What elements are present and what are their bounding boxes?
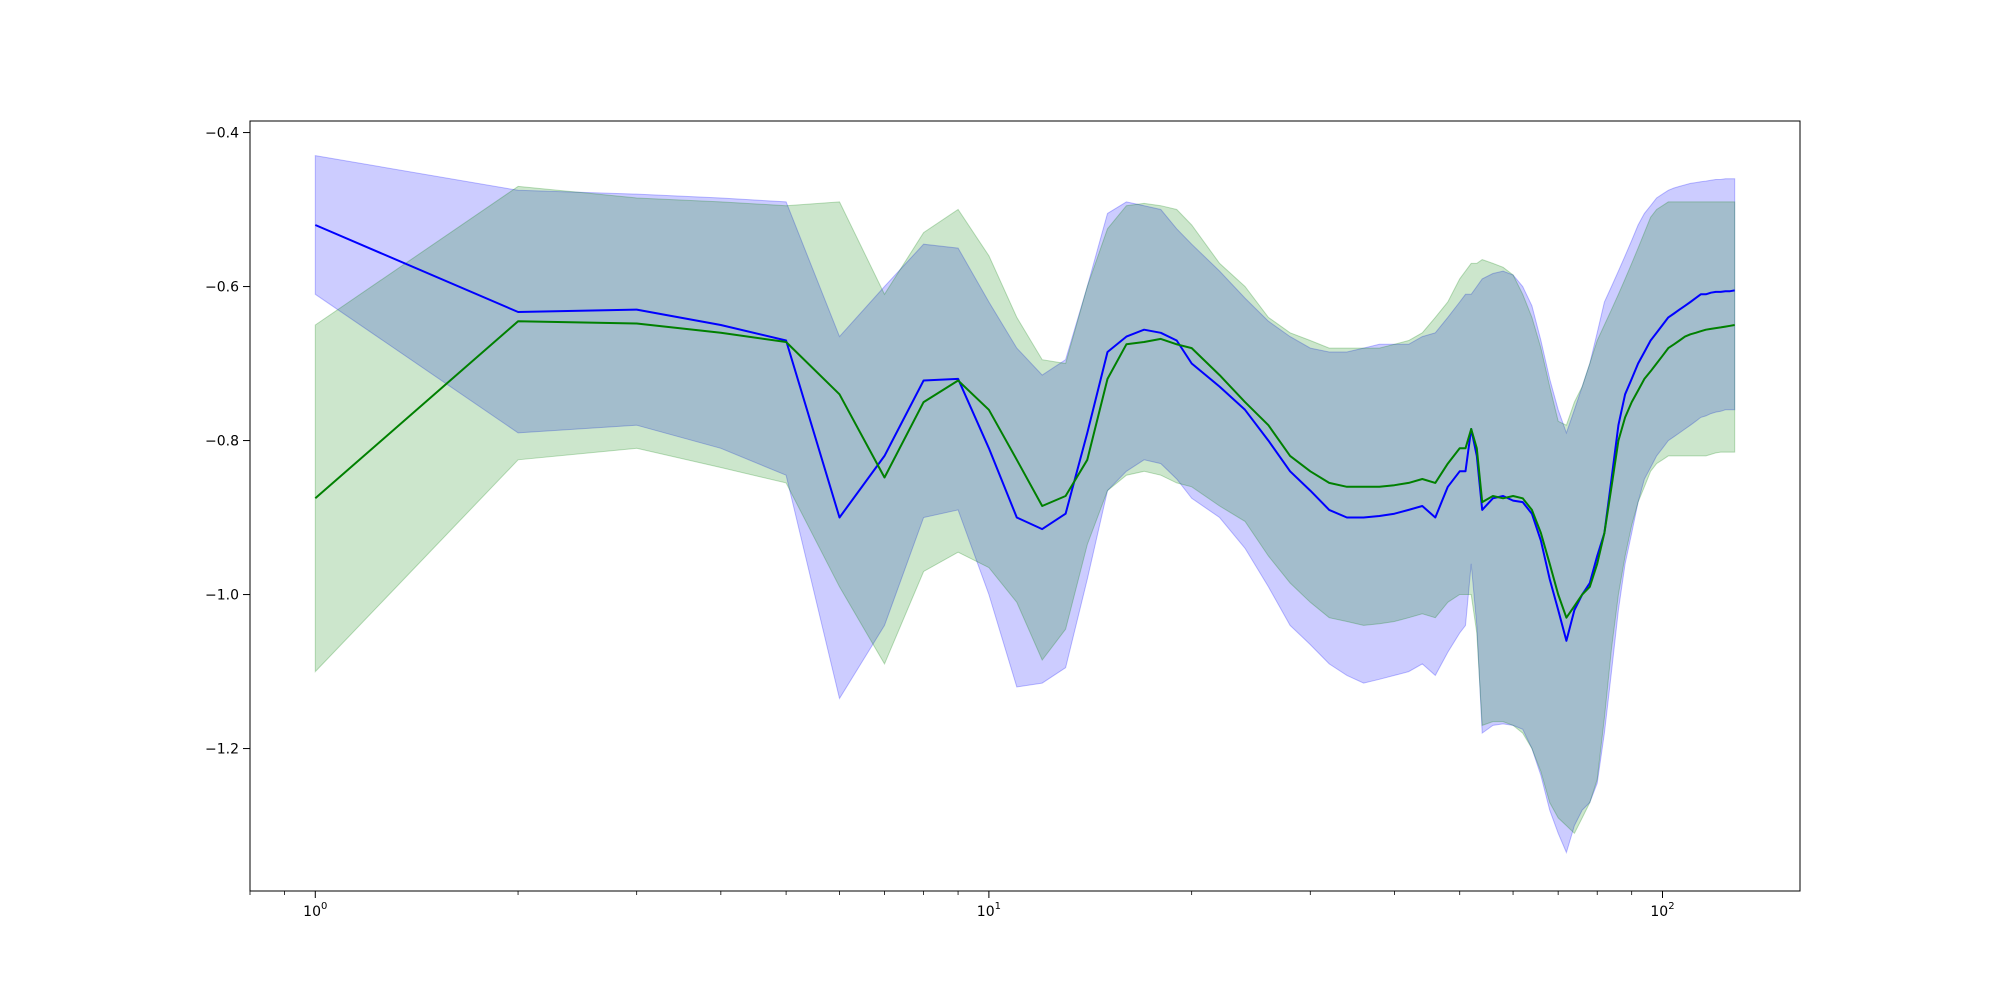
series-1-line bbox=[314, 320, 1735, 619]
series-1-band bbox=[314, 185, 1736, 835]
y-axis: −0.4 −0.6 −0.8 −1.0 −1.2 bbox=[205, 126, 250, 758]
confidence-bands bbox=[314, 155, 1736, 854]
x-axis: 100 101 102 bbox=[249, 891, 1675, 920]
series-0-band bbox=[314, 155, 1736, 854]
plot-frame bbox=[249, 120, 1801, 892]
x-tick-label-2: 102 bbox=[1650, 901, 1674, 920]
y-tick-label-2: −0.8 bbox=[205, 434, 239, 450]
y-tick-label-3: −1.0 bbox=[205, 588, 239, 604]
x-tick-label-1: 101 bbox=[977, 901, 1001, 920]
y-tick-label-1: −0.6 bbox=[205, 280, 239, 296]
series-lines bbox=[314, 224, 1735, 642]
x-tick-label-0: 100 bbox=[303, 901, 327, 920]
y-tick-label-0: −0.4 bbox=[205, 126, 239, 142]
y-tick-label-4: −1.2 bbox=[205, 742, 239, 758]
